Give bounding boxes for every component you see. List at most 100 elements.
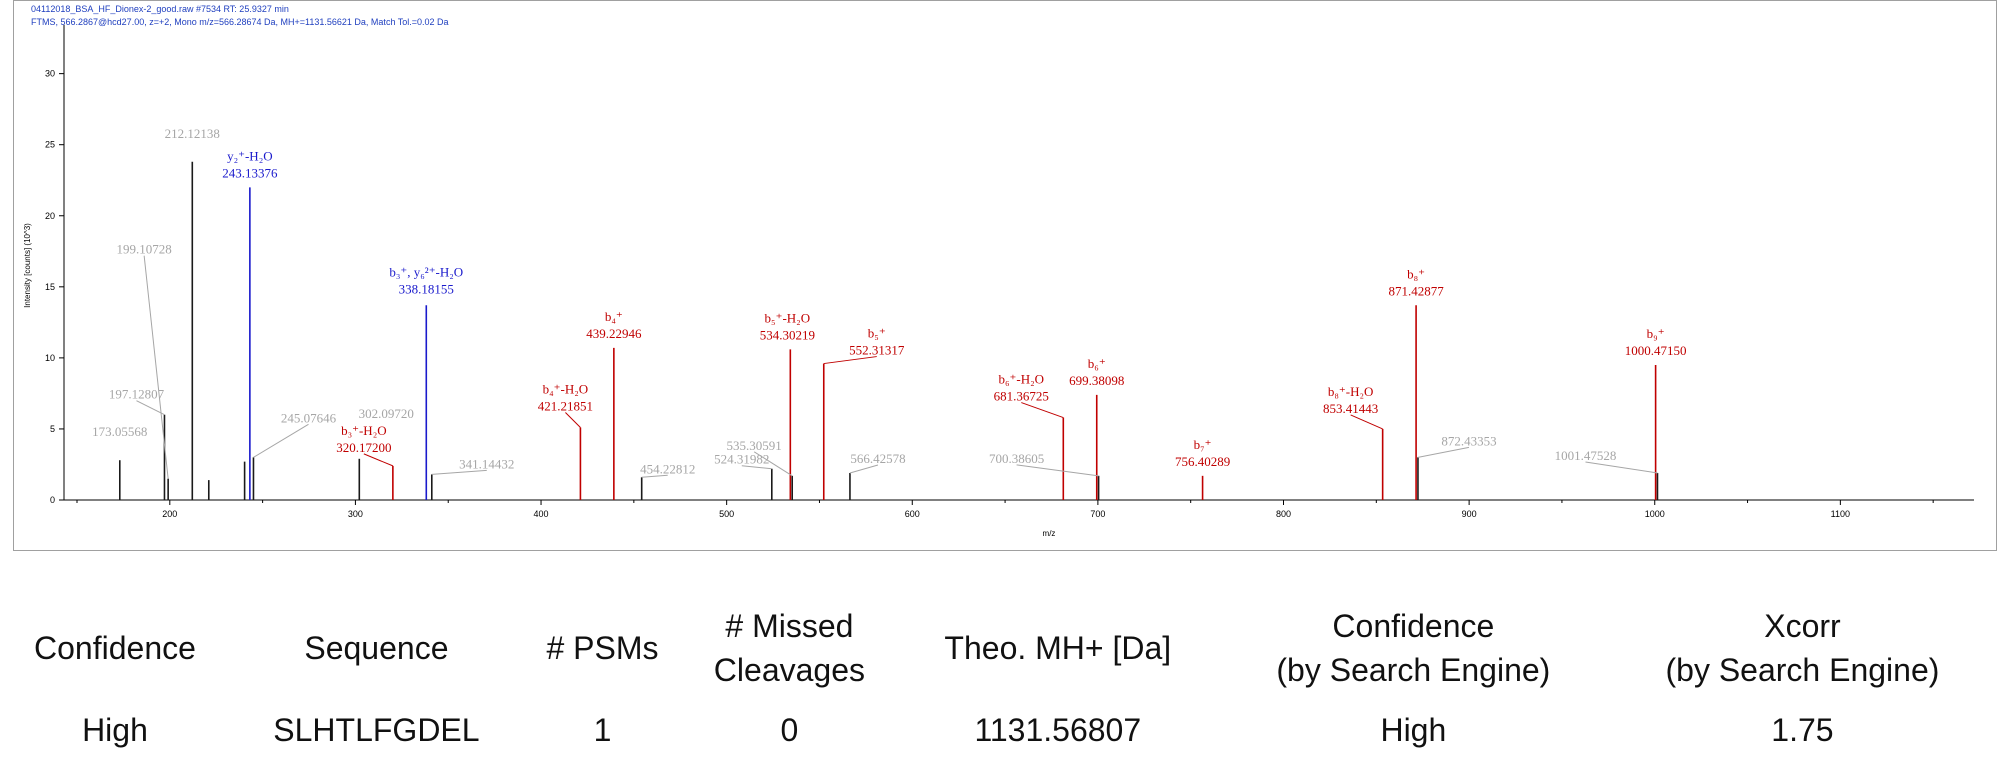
peak-ion-label: b₆⁺-H₂O <box>999 372 1045 387</box>
peak-mz-label: 173.05568 <box>92 424 147 439</box>
cell-sequence: SLHTLFGDEL <box>273 711 480 748</box>
y-tick-label: 5 <box>50 424 55 434</box>
peak-mz-label: 1000.47150 <box>1625 343 1687 358</box>
peak-ion-label: y₂⁺-H₂O <box>227 148 273 163</box>
peak-ion-label: b₅⁺-H₂O <box>765 310 811 325</box>
peak-leader-line <box>363 453 394 467</box>
header-text: # PSMs <box>546 630 659 666</box>
cell-theo-mh: 1131.56807 <box>974 711 1142 748</box>
table-header-row: Confidence Sequence # PSMs # Missed Cleav… <box>0 598 1997 698</box>
x-tick-label: 400 <box>534 509 549 519</box>
peak-leader-line <box>641 474 668 478</box>
header-text: # Missed <box>725 608 854 644</box>
x-tick-label: 200 <box>162 509 177 519</box>
peak-mz-label: 245.07646 <box>281 410 337 425</box>
peak-leader-line <box>253 423 309 458</box>
y-tick-label: 10 <box>45 353 55 363</box>
peak-mz-label: 566.42578 <box>850 451 905 466</box>
peak-ion-label: b₈⁺ <box>1407 266 1425 281</box>
cell-missed-cleavages: 0 <box>780 711 799 748</box>
psm-summary-table: Confidence Sequence # PSMs # Missed Cleav… <box>0 598 1997 762</box>
peak-leader-line <box>431 469 487 475</box>
y-tick-label: 25 <box>45 140 55 150</box>
peak-leader-line <box>1016 464 1099 477</box>
x-tick-label: 500 <box>719 509 734 519</box>
x-tick-label: 900 <box>1462 509 1477 519</box>
peak-mz-label: 454.22812 <box>640 461 695 476</box>
peak-leader-line <box>741 465 772 470</box>
peak-mz-label: 552.31317 <box>849 343 905 358</box>
peak-leader-line <box>565 412 581 428</box>
header-text: (by Search Engine) <box>1665 652 1940 688</box>
x-tick-label: 1100 <box>1831 509 1850 519</box>
col-header-confidence: Confidence <box>0 598 230 698</box>
peak-ion-label: b₃⁺-H₂O <box>341 423 387 438</box>
peak-leader-line <box>1585 461 1658 474</box>
col-header-confidence-engine: Confidence (by Search Engine) <box>1219 598 1608 698</box>
y-tick-label: 20 <box>45 211 55 221</box>
header-text: (by Search Engine) <box>1276 652 1551 688</box>
peak-ion-label: b₅⁺ <box>868 326 886 341</box>
peak-mz-label: 699.38098 <box>1069 373 1124 388</box>
header-text: Sequence <box>304 630 449 666</box>
header-text: Xcorr <box>1764 608 1841 644</box>
peak-mz-label: 341.14432 <box>459 456 514 471</box>
header-text: Confidence <box>34 630 196 666</box>
x-tick-label: 600 <box>905 509 920 519</box>
peak-mz-label: 534.30219 <box>760 327 815 342</box>
x-axis-label: m/z <box>1043 529 1056 538</box>
spectrum-header-line1: 04112018_BSA_HF_Dionex-2_good.raw #7534 … <box>31 4 289 14</box>
col-header-missed-cleavages: # Missed Cleavages <box>682 598 897 698</box>
header-text: Cleavages <box>713 652 865 688</box>
peak-mz-label: 871.42877 <box>1388 283 1444 298</box>
peak-mz-label: 199.10728 <box>117 242 172 257</box>
header-text: Confidence <box>1332 608 1495 644</box>
peak-ion-label: b₄⁺-H₂O <box>543 382 589 397</box>
peak-mz-label: 302.09720 <box>359 406 414 421</box>
y-tick-label: 0 <box>50 495 55 505</box>
col-header-xcorr: Xcorr (by Search Engine) <box>1608 598 1997 698</box>
peak-leader-line <box>143 255 169 479</box>
peak-mz-label: 681.36725 <box>994 389 1049 404</box>
spectrum-header-line2: FTMS, 566.2867@hcd27.00, z=+2, Mono m/z=… <box>31 17 449 27</box>
peak-leader-line <box>1021 402 1064 419</box>
spectrum-chart: 200 300 400 500 600 700 800 900 1000 1100 0 5 10 15 20… <box>23 25 1974 538</box>
peak-mz-label: 320.17200 <box>336 440 391 455</box>
peak-mz-label: 439.22946 <box>586 326 642 341</box>
peak-ion-label: b₈⁺-H₂O <box>1328 384 1374 399</box>
peak-ion-label: b₇⁺ <box>1194 437 1212 452</box>
table-row: High SLHTLFGDEL 1 0 1131.56807 High 1.75 <box>0 698 1997 762</box>
peak-leader-line <box>753 451 793 477</box>
peak-ion-label: b₄⁺ <box>605 309 623 324</box>
peak-mz-label: 338.18155 <box>399 281 454 296</box>
peak-ion-label: b₆⁺ <box>1088 356 1106 371</box>
peak-mz-label: 756.40289 <box>1175 454 1230 469</box>
peak-ion-label: b₉⁺ <box>1647 326 1665 341</box>
peak-mz-label: 853.41443 <box>1323 401 1378 416</box>
peak-mz-label: 197.12807 <box>109 387 165 402</box>
x-tick-label: 1000 <box>1645 509 1665 519</box>
header-text: Theo. MH+ [Da] <box>944 630 1172 666</box>
peak-ion-label: b₃⁺, y₆²⁺-H₂O <box>389 264 463 279</box>
cell-xcorr: 1.75 <box>1771 711 1834 748</box>
peak-leader-line <box>1417 446 1470 458</box>
col-header-sequence: Sequence <box>230 598 523 698</box>
y-tick-label: 15 <box>45 282 55 292</box>
cell-confidence-engine: High <box>1380 711 1447 748</box>
peak-mz-label: 700.38605 <box>989 451 1044 466</box>
y-tick-label: 30 <box>45 69 55 79</box>
peak-mz-label: 524.31982 <box>714 452 769 467</box>
x-tick-label: 800 <box>1276 509 1291 519</box>
spectrum-panel: 04112018_BSA_HF_Dionex-2_good.raw #7534 … <box>13 0 1997 551</box>
col-header-psms: # PSMs <box>523 598 682 698</box>
peak-mz-label: 535.30591 <box>727 438 782 453</box>
cell-psms: 1 <box>593 711 612 748</box>
x-tick-label: 700 <box>1090 509 1105 519</box>
peak-mz-label: 872.43353 <box>1441 433 1496 448</box>
peak-mz-label: 1001.47528 <box>1555 448 1617 463</box>
col-header-theo-mh: Theo. MH+ [Da] <box>897 598 1219 698</box>
x-tick-label: 300 <box>348 509 363 519</box>
peak-mz-label: 243.13376 <box>222 165 278 180</box>
peak-mz-label: 421.21851 <box>538 399 593 414</box>
peak-leader-line <box>823 356 877 365</box>
